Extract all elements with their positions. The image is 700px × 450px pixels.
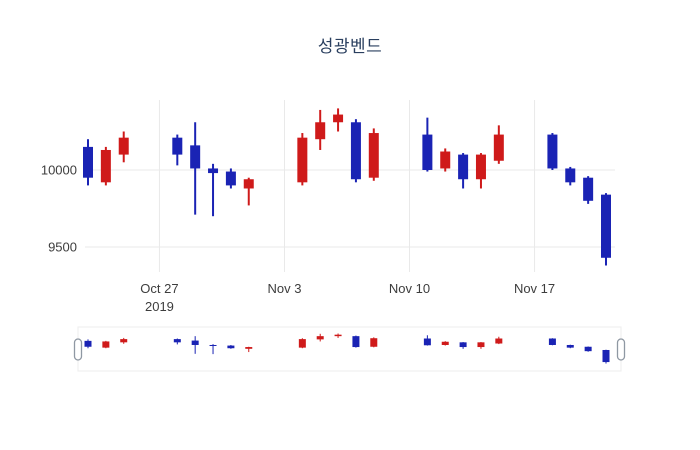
y-tick-label: 10000	[41, 163, 77, 178]
x-tick-label: Nov 3	[267, 281, 301, 296]
mini-candle-body	[459, 342, 467, 348]
mini-candle-body	[584, 346, 592, 352]
mini-candle-body	[245, 347, 253, 349]
mini-candle-body	[191, 340, 199, 345]
candle-body	[83, 146, 93, 178]
candle-body	[297, 137, 308, 183]
candle-body	[600, 194, 611, 258]
candle-body	[583, 177, 594, 201]
mini-candle-body	[441, 341, 449, 345]
mini-candle-body	[495, 338, 503, 344]
mini-candle-body	[227, 345, 235, 349]
candle-body	[475, 154, 486, 180]
range-slider-handle-left[interactable]	[73, 338, 83, 361]
mini-candle-body	[602, 349, 610, 363]
x-tick-label: Nov 17	[514, 281, 555, 296]
candle-body	[547, 134, 558, 169]
mini-candle-body	[352, 336, 360, 348]
range-slider-track[interactable]	[77, 326, 622, 372]
range-slider[interactable]	[73, 326, 626, 372]
candle-body	[565, 168, 576, 183]
x-tick-year-label: 2019	[145, 299, 174, 314]
candle-body	[493, 134, 504, 161]
mini-candle-body	[334, 334, 342, 337]
mini-candle-body	[298, 339, 306, 348]
mini-candle-body	[102, 341, 110, 348]
mini-candle-body	[566, 344, 574, 348]
mini-candle-body	[423, 338, 431, 346]
candle-body	[368, 133, 379, 178]
candle-body	[440, 151, 451, 169]
x-tick-label: Oct 27	[140, 281, 178, 296]
x-tick-label: Nov 10	[389, 281, 430, 296]
range-slider-handle-right[interactable]	[616, 338, 626, 361]
mini-candle-body	[316, 336, 324, 340]
candles-main	[83, 108, 611, 266]
mini-candle-body	[209, 344, 217, 346]
candle-body	[350, 122, 361, 180]
candle-body	[190, 145, 201, 169]
candle-body	[172, 137, 183, 155]
plot-area[interactable]	[85, 100, 615, 272]
candle-body	[315, 122, 326, 140]
candle-body	[118, 137, 129, 155]
mini-candle-body	[173, 339, 181, 343]
candle-body	[208, 168, 219, 174]
candle-body	[422, 134, 433, 170]
candle-body	[100, 149, 111, 183]
candle-body	[458, 154, 469, 180]
candle-body	[243, 179, 254, 189]
mini-candle-body	[120, 339, 128, 343]
candle-body	[333, 114, 344, 123]
candle-body	[225, 171, 236, 186]
y-tick-label: 9500	[48, 240, 77, 255]
mini-candle-body	[370, 338, 378, 347]
mini-candle-body	[548, 338, 556, 345]
chart-title: 성광벤드	[317, 37, 383, 56]
mini-candle-body	[477, 342, 485, 348]
mini-candle-body	[84, 340, 92, 347]
